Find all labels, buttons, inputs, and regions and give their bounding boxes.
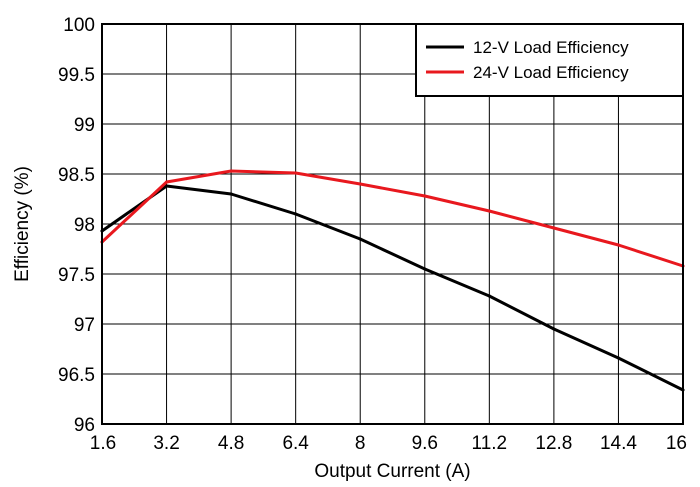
- series-line-0: [100, 184, 685, 392]
- data-point-0: [294, 212, 298, 216]
- y-tick-label: 97: [74, 315, 95, 336]
- y-tick-label: 96: [74, 415, 95, 436]
- y-tick-label: 96.5: [58, 365, 95, 386]
- data-point-1: [423, 194, 427, 198]
- series-layer: [100, 169, 685, 392]
- y-tick-label: 97.5: [58, 265, 95, 286]
- x-tick-label: 11.2: [472, 433, 508, 454]
- x-tick-label: 14.4: [600, 433, 637, 454]
- data-point-1: [552, 226, 556, 230]
- x-tick-label: 8: [355, 433, 366, 454]
- y-axis-title: Efficiency (%): [12, 166, 33, 282]
- y-tick-label: 98: [74, 215, 95, 236]
- data-point-0: [165, 184, 169, 188]
- legend-box: [415, 23, 684, 97]
- x-axis-title: Output Current (A): [314, 461, 470, 482]
- x-tick-label: 12.8: [535, 433, 572, 454]
- data-point-1: [616, 243, 620, 247]
- legend-label-12v: 12-V Load Efficiency: [473, 38, 629, 57]
- x-tick-label: 1.6: [90, 433, 116, 454]
- data-point-0: [229, 192, 233, 196]
- y-tick-label: 99: [74, 115, 95, 136]
- x-tick-label: 3.2: [153, 433, 179, 454]
- y-tick-label: 98.5: [58, 165, 95, 186]
- data-point-1: [294, 171, 298, 175]
- legend: 12-V Load Efficiency 24-V Load Efficienc…: [415, 23, 684, 97]
- x-tick-label: 4.8: [218, 433, 244, 454]
- data-point-1: [165, 180, 169, 184]
- tick-labels: 1.6 3.2 4.8 6.4 8 9.6 11.2 12.8 14.4 16 96 96.5 97 97…: [58, 15, 687, 454]
- y-tick-label: 99.5: [58, 65, 95, 86]
- data-point-1: [487, 209, 491, 213]
- data-point-0: [552, 327, 556, 331]
- data-point-0: [616, 356, 620, 360]
- x-tick-label: 16: [666, 433, 687, 454]
- data-point-0: [358, 237, 362, 241]
- plot-frame: [101, 23, 684, 425]
- legend-label-24v: 24-V Load Efficiency: [473, 63, 629, 82]
- data-point-0: [423, 267, 427, 271]
- y-tick-label: 100: [63, 15, 95, 36]
- x-tick-label: 6.4: [282, 433, 309, 454]
- series-line-1: [100, 169, 685, 268]
- data-point-0: [487, 294, 491, 298]
- x-tick-label: 9.6: [412, 433, 438, 454]
- data-point-1: [229, 169, 233, 173]
- data-point-1: [358, 182, 362, 186]
